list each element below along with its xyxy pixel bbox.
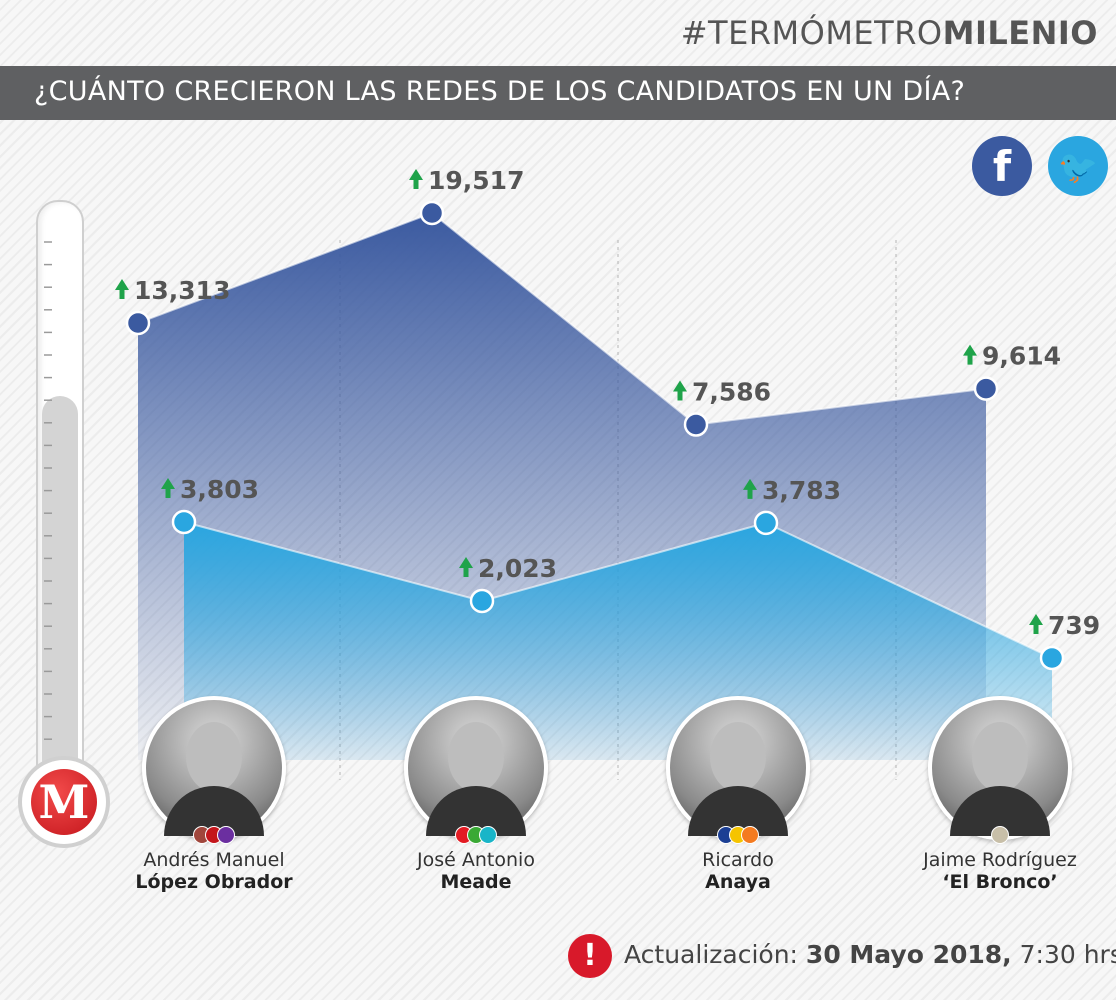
twitter-icon[interactable]: 🐦 bbox=[1048, 136, 1108, 196]
twitter-point bbox=[171, 509, 197, 535]
party-dots bbox=[608, 826, 868, 844]
title-bar: ¿CUÁNTO CRECIERON LAS REDES DE LOS CANDI… bbox=[0, 66, 1116, 120]
twitter-area bbox=[184, 522, 1052, 760]
twitter-value-label: 2,023 bbox=[478, 554, 557, 583]
candidate-card: José Antonio Meade bbox=[346, 696, 606, 893]
candidate-last-name: Anaya bbox=[705, 871, 771, 893]
up-arrow-icon bbox=[1029, 614, 1043, 634]
twitter-value-label: 739 bbox=[1048, 611, 1100, 640]
up-arrow-icon bbox=[743, 478, 757, 499]
candidate-first-name: Jaime Rodríguez bbox=[923, 849, 1077, 871]
twitter-value-label: 3,803 bbox=[180, 475, 259, 504]
update-date: 30 Mayo 2018, bbox=[805, 940, 1012, 969]
twitter-point bbox=[469, 588, 495, 614]
party-dot bbox=[217, 826, 235, 844]
facebook-value-label: 7,586 bbox=[692, 378, 771, 407]
up-arrow-icon bbox=[963, 344, 977, 365]
candidate-first-name: Andrés Manuel bbox=[143, 849, 285, 871]
candidate-first-name: José Antonio bbox=[417, 849, 535, 871]
brand-bold: MILENIO bbox=[942, 14, 1098, 52]
facebook-value-label: 13,313 bbox=[134, 276, 230, 305]
facebook-value-label: 9,614 bbox=[982, 342, 1061, 371]
brand-title: #TERMÓMETROMILENIO bbox=[681, 14, 1098, 52]
up-arrow-icon bbox=[161, 478, 175, 498]
candidate-face bbox=[186, 722, 242, 792]
candidate-last-name: López Obrador bbox=[135, 871, 293, 893]
party-dot bbox=[741, 826, 759, 844]
thermometer-fill bbox=[42, 396, 78, 796]
facebook-value-label: 19,517 bbox=[428, 166, 524, 195]
facebook-glyph: f bbox=[992, 142, 1012, 191]
update-label: Actualización: bbox=[624, 940, 798, 969]
page-title: ¿CUÁNTO CRECIERON LAS REDES DE LOS CANDI… bbox=[34, 76, 966, 107]
facebook-line bbox=[137, 211, 987, 426]
brand-prefix: #TERMÓMETRO bbox=[680, 14, 943, 52]
twitter-glyph: 🐦 bbox=[1058, 148, 1098, 186]
twitter-point bbox=[753, 510, 779, 536]
facebook-point bbox=[973, 376, 999, 401]
party-dot bbox=[479, 826, 497, 844]
update-text: Actualización: 30 Mayo 2018, 7:30 hrs bbox=[624, 940, 1116, 969]
alert-icon: ! bbox=[568, 934, 612, 978]
series-layer: 13,313 19,517 7,586 9,614 3,803 2,023 3,783 739 bbox=[115, 166, 1100, 760]
facebook-point bbox=[125, 310, 151, 336]
facebook-point bbox=[683, 412, 709, 437]
party-dot bbox=[991, 826, 1009, 844]
party-dots bbox=[870, 826, 1116, 844]
candidate-last-name: ‘El Bronco’ bbox=[942, 871, 1058, 893]
candidate-photo bbox=[404, 696, 548, 840]
thermometer-ticks bbox=[44, 241, 52, 763]
thermometer-bulb: M bbox=[18, 756, 110, 848]
twitter-value-label: 3,783 bbox=[762, 476, 841, 505]
logo-letter: M bbox=[38, 775, 90, 829]
twitter-point bbox=[1039, 645, 1065, 671]
twitter-line bbox=[183, 521, 1053, 659]
candidate-first-name: Ricardo bbox=[702, 849, 774, 871]
up-arrow-icon bbox=[115, 279, 129, 299]
thermometer: M bbox=[16, 198, 110, 868]
party-dots bbox=[346, 826, 606, 844]
candidate-face bbox=[710, 722, 766, 792]
up-arrow-icon bbox=[409, 169, 423, 189]
candidate-card: Jaime Rodríguez ‘El Bronco’ bbox=[870, 696, 1116, 893]
candidate-face bbox=[972, 722, 1028, 792]
up-arrow-icon bbox=[459, 557, 473, 578]
update-time: 7:30 hrs bbox=[1019, 940, 1116, 969]
candidate-card: Andrés Manuel López Obrador bbox=[84, 696, 344, 893]
up-arrow-icon bbox=[673, 380, 687, 401]
candidate-face bbox=[448, 722, 504, 792]
candidate-card: Ricardo Anaya bbox=[608, 696, 868, 893]
party-dots bbox=[84, 826, 344, 844]
candidate-photo bbox=[928, 696, 1072, 840]
candidate-photo bbox=[666, 696, 810, 840]
candidate-last-name: Meade bbox=[440, 871, 512, 893]
candidate-photo bbox=[142, 696, 286, 840]
milenio-logo-icon: M bbox=[31, 769, 97, 835]
facebook-icon[interactable]: f bbox=[972, 136, 1032, 196]
facebook-point bbox=[419, 200, 445, 226]
